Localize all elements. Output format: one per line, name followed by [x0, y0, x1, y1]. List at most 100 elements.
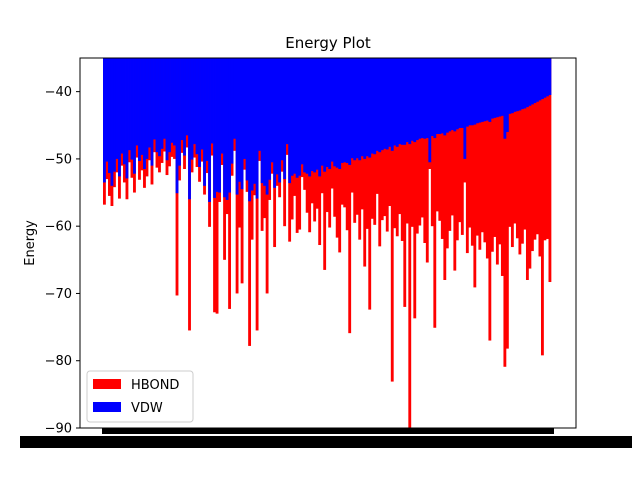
bar-vdw-104: [363, 58, 367, 159]
bar-vdw-111: [380, 58, 384, 151]
bar-vdw-24: [163, 58, 166, 139]
bar-vdw-77: [295, 58, 299, 178]
bar-hbond-147: [470, 58, 474, 246]
bar-vdw-4: [113, 58, 116, 172]
bar-hbond-168: [523, 58, 527, 230]
bar-vdw-84: [313, 58, 317, 173]
bar-vdw-154: [488, 58, 492, 122]
bar-hbond-170: [528, 58, 532, 269]
bar-vdw-76: [293, 58, 297, 174]
bar-vdw-153: [485, 58, 489, 121]
bar-hbond-115: [390, 58, 394, 382]
bar-vdw-171: [530, 58, 534, 105]
bar-vdw-15: [140, 58, 144, 155]
bar-vdw-178: [548, 58, 552, 95]
bar-vdw-39: [200, 58, 204, 150]
bar-vdw-58: [248, 58, 252, 202]
chart-title: Energy Plot: [285, 34, 371, 52]
bar-vdw-141: [455, 58, 459, 130]
bar-vdw-132: [433, 58, 437, 139]
bar-hbond-58: [248, 58, 252, 346]
bar-hbond-162: [508, 58, 512, 227]
bar-vdw-62: [258, 58, 262, 151]
bar-vdw-136: [443, 58, 447, 136]
bar-vdw-176: [543, 58, 547, 98]
bar-vdw-102: [358, 58, 362, 161]
bar-vdw-170: [528, 58, 532, 106]
bar-vdw-125: [415, 58, 419, 141]
bar-hbond-119: [400, 58, 404, 241]
bar-vdw-145: [465, 58, 469, 127]
bar-vdw-36: [193, 58, 196, 145]
bar-vdw-168: [523, 58, 527, 109]
bar-vdw-119: [400, 58, 404, 145]
bar-vdw-1: [105, 58, 109, 162]
bar-vdw-75: [290, 58, 294, 176]
bar-vdw-23: [160, 58, 164, 149]
bar-hbond-135: [440, 58, 444, 239]
bar-hbond-172: [533, 58, 537, 240]
bar-vdw-48: [223, 58, 226, 198]
bar-vdw-65: [265, 58, 269, 195]
bar-vdw-133: [435, 58, 439, 135]
legend-label-vdw: VDW: [131, 401, 163, 416]
bar-vdw-144: [463, 58, 467, 159]
bar-vdw-5: [115, 58, 119, 159]
y-tick-label: −60: [45, 220, 72, 235]
bar-vdw-70: [278, 58, 282, 183]
bar-vdw-146: [468, 58, 472, 126]
bar-vdw-123: [410, 58, 414, 141]
bar-vdw-34: [188, 58, 191, 200]
bar-vdw-161: [505, 58, 509, 132]
bar-vdw-53: [235, 58, 239, 195]
bar-hbond-117: [395, 58, 399, 237]
bar-vdw-8: [123, 58, 126, 165]
bar-vdw-115: [390, 58, 394, 151]
bar-hbond-156: [493, 58, 497, 237]
bar-vdw-121: [405, 58, 409, 143]
bar-vdw-167: [520, 58, 524, 110]
bar-vdw-158: [498, 58, 502, 117]
bar-hbond-155: [490, 58, 494, 252]
bar-vdw-32: [183, 58, 186, 156]
bar-vdw-124: [413, 58, 417, 143]
bar-vdw-159: [500, 58, 504, 116]
bar-vdw-83: [310, 58, 314, 172]
bar-hbond-106: [368, 58, 372, 310]
bar-vdw-151: [480, 58, 484, 122]
bar-vdw-92: [333, 58, 337, 167]
bar-hbond-176: [543, 58, 547, 241]
bar-hbond-141: [455, 58, 459, 241]
bar-vdw-87: [320, 58, 324, 166]
bar-vdw-74: [288, 58, 292, 184]
bar-vdw-50: [228, 58, 231, 193]
y-tick-label: −90: [45, 422, 72, 437]
bar-vdw-138: [448, 58, 452, 132]
bar-vdw-82: [308, 58, 312, 177]
bar-vdw-120: [403, 58, 407, 145]
bar-vdw-33: [185, 58, 189, 136]
bar-hbond-128: [423, 58, 427, 243]
bar-vdw-2: [108, 58, 111, 174]
bar-vdw-129: [425, 58, 429, 139]
bar-vdw-98: [348, 58, 352, 165]
bar-hbond-159: [500, 58, 504, 276]
y-axis-label: Energy: [23, 220, 38, 266]
bar-vdw-177: [545, 58, 549, 97]
bar-hbond-175: [540, 58, 544, 356]
bar-hbond-122: [408, 58, 412, 428]
bar-hbond-146: [468, 58, 472, 228]
bar-vdw-46: [218, 58, 221, 193]
bar-hbond-150: [478, 58, 482, 250]
bar-vdw-103: [360, 58, 364, 157]
bar-hbond-129: [425, 58, 429, 263]
bar-vdw-106: [368, 58, 372, 158]
bar-hbond-165: [515, 58, 519, 239]
bar-vdw-172: [533, 58, 537, 104]
bar-vdw-0: [103, 58, 106, 183]
bar-vdw-60: [253, 58, 257, 184]
bar-hbond-123: [410, 58, 414, 227]
bar-vdw-81: [305, 58, 309, 174]
bar-vdw-147: [470, 58, 474, 126]
bar-hbond-154: [488, 58, 492, 341]
